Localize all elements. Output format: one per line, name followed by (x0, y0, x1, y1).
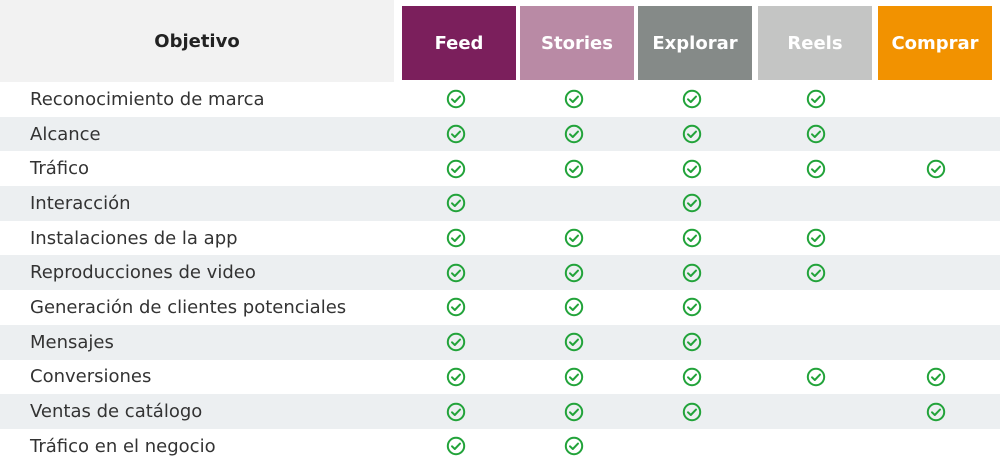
check-circle-icon (672, 186, 712, 221)
table-row: Instalaciones de la app (0, 221, 1000, 256)
check-circle-icon (916, 151, 956, 186)
placement-cells (394, 151, 1000, 186)
check-circle-icon (554, 394, 594, 429)
table-row: Generación de clientes potenciales (0, 290, 1000, 325)
check-circle-icon (554, 429, 594, 464)
check-circle-icon (436, 290, 476, 325)
placement-cells (394, 324, 1000, 360)
table-row: Interacción (0, 186, 1000, 221)
objective-label: Mensajes (30, 331, 114, 353)
table-row: Alcance (0, 116, 1000, 152)
table-row: Conversiones (0, 360, 1000, 395)
objective-label: Tráfico (30, 158, 90, 180)
check-circle-icon (554, 221, 594, 256)
objective-label: Reconocimiento de marca (30, 88, 265, 110)
table-body: Reconocimiento de marca Alcance Tráfico Int… (0, 82, 1000, 464)
check-circle-icon (554, 290, 594, 325)
check-circle-icon (796, 82, 836, 117)
table-row: Tráfico en el negocio (0, 429, 1000, 464)
table-row: Ventas de catálogo (0, 394, 1000, 429)
check-circle-icon (796, 255, 836, 290)
placement-cells (394, 290, 1000, 325)
objective-cell: Conversiones (0, 360, 394, 395)
objective-cell: Mensajes (0, 324, 394, 360)
check-circle-icon (796, 151, 836, 186)
column-header-comprar: Comprar (878, 6, 992, 80)
check-circle-icon (672, 325, 712, 360)
objective-label: Alcance (30, 123, 101, 145)
check-circle-icon (796, 221, 836, 256)
column-header-stories: Stories (520, 6, 634, 80)
placement-cells (394, 116, 1000, 152)
check-circle-icon (554, 255, 594, 290)
objective-label: Tráfico en el negocio (30, 435, 216, 457)
check-circle-icon (554, 325, 594, 360)
column-header-explorar: Explorar (638, 6, 752, 80)
check-circle-icon (436, 82, 476, 117)
check-circle-icon (672, 221, 712, 256)
column-header-feed: Feed (402, 6, 516, 80)
table-row: Reconocimiento de marca (0, 82, 1000, 117)
objective-label: Generación de clientes potenciales (30, 296, 347, 318)
placement-cells (394, 360, 1000, 395)
objective-column-header: Objetivo (0, 0, 394, 82)
check-circle-icon (796, 117, 836, 152)
check-circle-icon (672, 151, 712, 186)
objective-cell: Tráfico en el negocio (0, 429, 394, 464)
objective-cell: Reconocimiento de marca (0, 82, 394, 117)
objective-cell: Alcance (0, 116, 394, 152)
objective-label: Instalaciones de la app (30, 227, 238, 249)
check-circle-icon (436, 394, 476, 429)
check-circle-icon (672, 394, 712, 429)
placement-cells (394, 255, 1000, 291)
table-row: Tráfico (0, 151, 1000, 186)
objective-cell: Generación de clientes potenciales (0, 290, 394, 325)
check-circle-icon (436, 325, 476, 360)
check-circle-icon (554, 82, 594, 117)
objective-label: Ventas de catálogo (30, 401, 203, 423)
check-circle-icon (436, 429, 476, 464)
objective-cell: Tráfico (0, 151, 394, 186)
check-circle-icon (554, 117, 594, 152)
objective-label: Conversiones (30, 366, 152, 388)
table-row: Mensajes (0, 324, 1000, 360)
objective-label: Interacción (30, 192, 131, 214)
placement-cells (394, 186, 1000, 221)
column-header-reels: Reels (758, 6, 872, 80)
placement-cells (394, 429, 1000, 464)
check-circle-icon (554, 360, 594, 395)
objective-label: Reproducciones de video (30, 262, 256, 284)
table-row: Reproducciones de video (0, 255, 1000, 291)
check-circle-icon (672, 360, 712, 395)
check-circle-icon (436, 255, 476, 290)
check-circle-icon (554, 151, 594, 186)
check-circle-icon (436, 151, 476, 186)
check-circle-icon (672, 82, 712, 117)
check-circle-icon (916, 394, 956, 429)
placement-cells (394, 221, 1000, 256)
table-header: Objetivo Feed Stories Explorar Reels Com… (0, 0, 1000, 82)
objective-cell: Interacción (0, 186, 394, 221)
objective-cell: Ventas de catálogo (0, 394, 394, 429)
check-circle-icon (672, 290, 712, 325)
check-circle-icon (436, 221, 476, 256)
objective-cell: Instalaciones de la app (0, 221, 394, 256)
check-circle-icon (436, 117, 476, 152)
check-circle-icon (436, 186, 476, 221)
placement-cells (394, 82, 1000, 117)
check-circle-icon (436, 360, 476, 395)
check-circle-icon (672, 255, 712, 290)
objective-cell: Reproducciones de video (0, 255, 394, 291)
check-circle-icon (916, 360, 956, 395)
check-circle-icon (796, 360, 836, 395)
check-circle-icon (672, 117, 712, 152)
placement-cells (394, 394, 1000, 429)
